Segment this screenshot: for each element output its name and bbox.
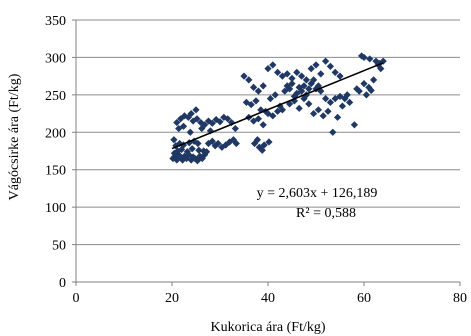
data-point-133: [338, 102, 346, 110]
y-tick-label-300: 300: [45, 51, 66, 66]
data-points: [169, 52, 387, 165]
x-tick-label-40: 40: [261, 291, 275, 306]
data-point-132: [334, 113, 342, 121]
y-tick-label-0: 0: [59, 276, 66, 291]
data-point-124: [295, 104, 303, 112]
data-point-140: [370, 76, 378, 84]
x-tick-label-60: 60: [357, 291, 371, 306]
trendline-group: [171, 62, 384, 150]
data-point-119: [326, 62, 334, 71]
x-tick-label-0: 0: [73, 291, 80, 306]
data-point-111: [288, 74, 296, 82]
y-tick-label-50: 50: [52, 239, 66, 254]
data-point-55: [231, 124, 239, 133]
data-point-117: [317, 70, 325, 78]
axes: [72, 19, 461, 286]
y-tick-label-150: 150: [45, 164, 66, 179]
data-point-151: [362, 91, 370, 99]
x-tick-label-80: 80: [453, 291, 467, 306]
data-point-136: [350, 121, 358, 129]
y-tick-label-200: 200: [45, 126, 66, 141]
equation-label: y = 2,603x + 126,189: [257, 186, 378, 201]
y-tick-label-350: 350: [45, 14, 66, 29]
x-axis-title: Kukorica ára (Ft/kg): [210, 320, 325, 335]
tick-labels: 0 50 100 150 200 250 300 350 0 20 40 60 80: [45, 14, 467, 306]
data-point-131: [329, 128, 337, 136]
r-squared-label: R² = 0,588: [296, 206, 356, 221]
data-point-118: [322, 57, 330, 65]
data-point-130: [324, 107, 332, 115]
data-point-39: [170, 136, 178, 144]
data-point-147: [366, 55, 374, 63]
data-point-58: [186, 128, 194, 136]
y-tick-label-250: 250: [45, 89, 66, 104]
data-point-126: [305, 100, 313, 108]
data-point-82: [259, 121, 267, 129]
x-tick-label-20: 20: [165, 291, 179, 306]
trendline: [171, 62, 384, 150]
y-axis-title: Vágócsirke ára (Ft/kg): [7, 73, 22, 200]
data-point-129: [319, 112, 327, 120]
gridlines: [76, 19, 460, 246]
data-point-67: [259, 82, 267, 90]
y-tick-label-100: 100: [45, 201, 66, 216]
